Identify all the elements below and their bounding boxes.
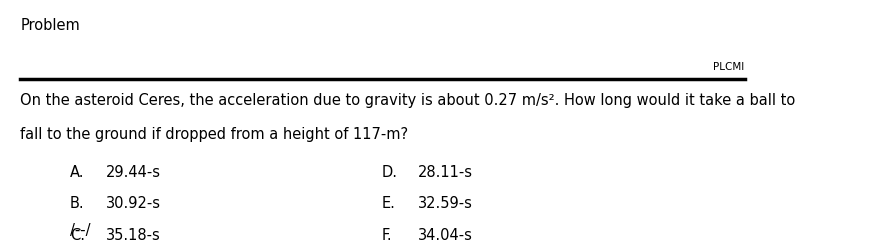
Text: 35.18‑s: 35.18‑s: [106, 228, 161, 243]
Text: F.: F.: [381, 228, 392, 243]
Text: /--/: /--/: [70, 223, 90, 238]
Text: A.: A.: [70, 165, 84, 180]
Text: B.: B.: [70, 196, 84, 211]
Text: On the asteroid Ceres, the acceleration due to gravity is about 0.27 m/s². How l: On the asteroid Ceres, the acceleration …: [20, 93, 795, 108]
Text: D.: D.: [381, 165, 398, 180]
Text: 29.44‑s: 29.44‑s: [106, 165, 161, 180]
Text: 28.11‑s: 28.11‑s: [418, 165, 473, 180]
Text: PLCMI: PLCMI: [713, 62, 745, 73]
Text: fall to the ground if dropped from a height of 117‑m?: fall to the ground if dropped from a hei…: [20, 127, 408, 142]
Text: E.: E.: [381, 196, 395, 211]
Text: Problem: Problem: [20, 18, 80, 33]
Text: 32.59‑s: 32.59‑s: [418, 196, 473, 211]
Text: 30.92‑s: 30.92‑s: [106, 196, 161, 211]
Text: 34.04‑s: 34.04‑s: [418, 228, 473, 243]
Text: C.: C.: [70, 228, 85, 243]
